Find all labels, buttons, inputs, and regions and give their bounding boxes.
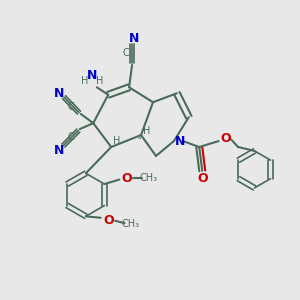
- Text: ": ": [138, 137, 141, 146]
- Text: N: N: [128, 32, 139, 45]
- Text: N: N: [54, 87, 64, 100]
- Text: N: N: [54, 143, 64, 157]
- Text: CH₃: CH₃: [122, 219, 140, 229]
- Text: C: C: [123, 48, 130, 58]
- Text: N: N: [175, 134, 186, 148]
- Text: C: C: [68, 132, 74, 142]
- Text: H: H: [95, 76, 103, 86]
- Text: H: H: [143, 126, 150, 136]
- Text: H: H: [81, 76, 88, 86]
- Text: O: O: [104, 214, 114, 227]
- Text: O: O: [197, 172, 208, 185]
- Text: O: O: [122, 172, 132, 184]
- Text: CH₃: CH₃: [140, 173, 158, 183]
- Text: H: H: [113, 136, 121, 146]
- Text: C: C: [68, 102, 74, 112]
- Text: N: N: [87, 69, 97, 82]
- Text: O: O: [220, 132, 231, 145]
